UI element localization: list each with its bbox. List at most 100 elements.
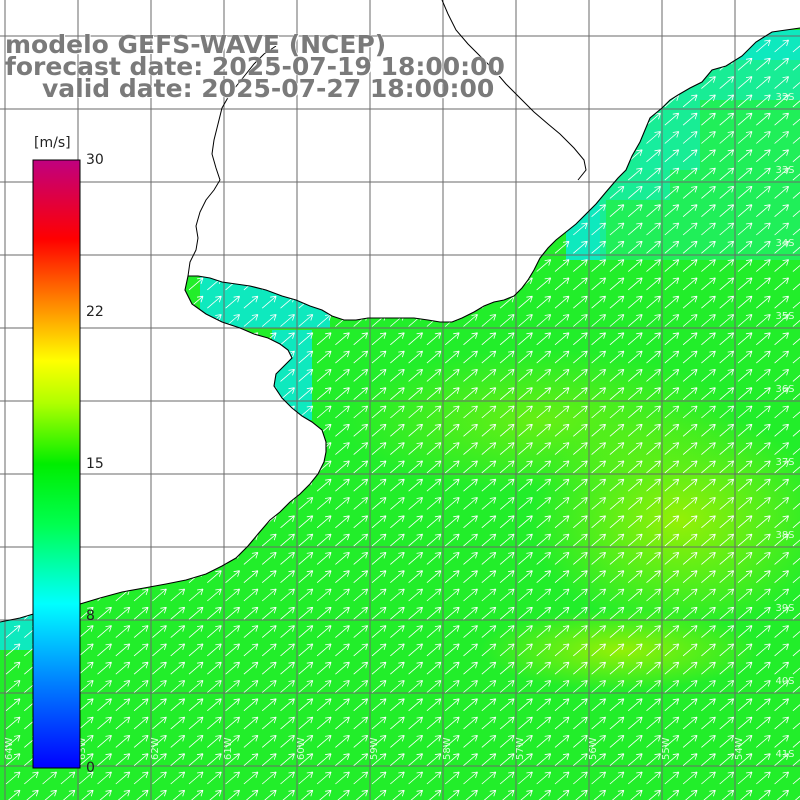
- wind-arrow: [60, 112, 76, 126]
- wind-arrow: [627, 423, 643, 437]
- wind-arrow: [719, 442, 735, 455]
- wind-arrow: [756, 716, 771, 730]
- wind-arrow: [97, 680, 112, 693]
- wind-arrow: [280, 222, 295, 236]
- wind-arrow: [481, 533, 497, 547]
- wind-arrow: [298, 423, 314, 437]
- wind-arrow: [280, 771, 295, 785]
- wind-arrow: [499, 387, 515, 401]
- wind-arrow: [591, 735, 606, 748]
- wind-arrow: [335, 167, 350, 181]
- wind-arrow: [371, 387, 387, 401]
- wind-arrow: [664, 735, 680, 748]
- wind-arrow: [225, 570, 240, 584]
- lon-label: 64W: [4, 737, 15, 760]
- wind-arrow: [536, 295, 552, 309]
- wind-arrow: [536, 515, 552, 529]
- wind-arrow: [225, 771, 240, 785]
- wind-arrow: [5, 314, 21, 327]
- wind-arrow: [261, 570, 277, 584]
- wind-arrow: [261, 167, 277, 181]
- wind-arrow: [5, 716, 21, 730]
- wind-arrow: [481, 789, 497, 800]
- wind-arrow: [188, 478, 204, 492]
- wind-arrow: [353, 753, 369, 767]
- wind-arrow: [756, 332, 771, 346]
- wind-arrow: [518, 442, 533, 455]
- wind-arrow: [481, 131, 497, 144]
- wind-arrow: [335, 478, 350, 492]
- wind-arrow: [371, 369, 387, 382]
- wind-arrow: [353, 735, 369, 748]
- wind-arrow: [444, 698, 460, 712]
- wind-arrow: [316, 186, 332, 199]
- wind-arrow: [463, 753, 478, 767]
- wind-arrow: [408, 515, 423, 529]
- wind-arrow: [518, 625, 533, 638]
- colorbar-tick-30: 30: [86, 152, 104, 168]
- wind-arrow: [444, 295, 460, 309]
- wind-arrow: [371, 698, 387, 712]
- wind-arrow: [188, 643, 204, 657]
- wind-arrow: [207, 698, 222, 712]
- wind-arrow: [664, 387, 680, 401]
- wind-arrow: [97, 423, 112, 437]
- wind-arrow: [554, 680, 570, 693]
- wind-arrow: [207, 533, 222, 547]
- wind-arrow: [243, 204, 259, 218]
- wind-arrow: [518, 552, 533, 565]
- wind-arrow: [133, 332, 149, 346]
- wind-arrow: [463, 698, 478, 712]
- wind-arrow: [170, 149, 186, 163]
- wind-arrow: [701, 112, 716, 126]
- wind-arrow: [115, 680, 131, 693]
- wind-arrow: [518, 369, 533, 382]
- wind-arrow: [774, 497, 789, 510]
- wind-arrow: [573, 259, 588, 272]
- wind-arrow: [426, 735, 442, 748]
- wind-arrow: [664, 222, 680, 236]
- wind-arrow: [261, 789, 277, 800]
- wind-arrow: [225, 405, 240, 419]
- wind-arrow: [591, 112, 606, 126]
- wind-arrow: [243, 753, 259, 767]
- wind-arrow: [774, 405, 789, 419]
- wind-arrow: [664, 112, 680, 126]
- wind-arrow: [426, 771, 442, 785]
- wind-arrow: [152, 735, 167, 748]
- wind-arrow: [207, 588, 222, 602]
- wind-arrow: [499, 588, 515, 602]
- wind-arrow: [133, 149, 149, 163]
- wind-arrow: [243, 350, 259, 364]
- wind-arrow: [646, 204, 661, 218]
- wind-arrow: [591, 442, 606, 455]
- wind-arrow: [463, 405, 478, 419]
- wind-arrow: [78, 186, 94, 199]
- wind-arrow: [152, 112, 167, 126]
- wind-arrow: [719, 606, 735, 620]
- wind-arrow: [627, 497, 643, 510]
- wind-arrow: [280, 643, 295, 657]
- wind-arrow: [261, 460, 277, 474]
- wind-arrow: [737, 789, 753, 800]
- wind-arrow: [701, 131, 716, 144]
- wind-arrow: [444, 789, 460, 800]
- wind-arrow: [78, 552, 94, 565]
- wind-arrow: [225, 350, 240, 364]
- wind-arrow: [78, 771, 94, 785]
- wind-arrow: [518, 112, 533, 126]
- wind-arrow: [371, 442, 387, 455]
- wind-arrow: [737, 277, 753, 291]
- wind-arrow: [682, 369, 698, 382]
- wind-arrow: [5, 222, 21, 236]
- wind-arrow: [646, 460, 661, 474]
- wind-arrow: [627, 387, 643, 401]
- wind-arrow: [335, 423, 350, 437]
- wind-arrow: [5, 606, 21, 620]
- wind-arrow: [170, 131, 186, 144]
- wind-arrow: [591, 240, 606, 254]
- valid-date: valid date: 2025-07-27 18:00:00: [42, 74, 495, 103]
- wind-arrow: [664, 57, 680, 71]
- wind-arrow: [133, 112, 149, 126]
- wind-arrow: [573, 789, 588, 800]
